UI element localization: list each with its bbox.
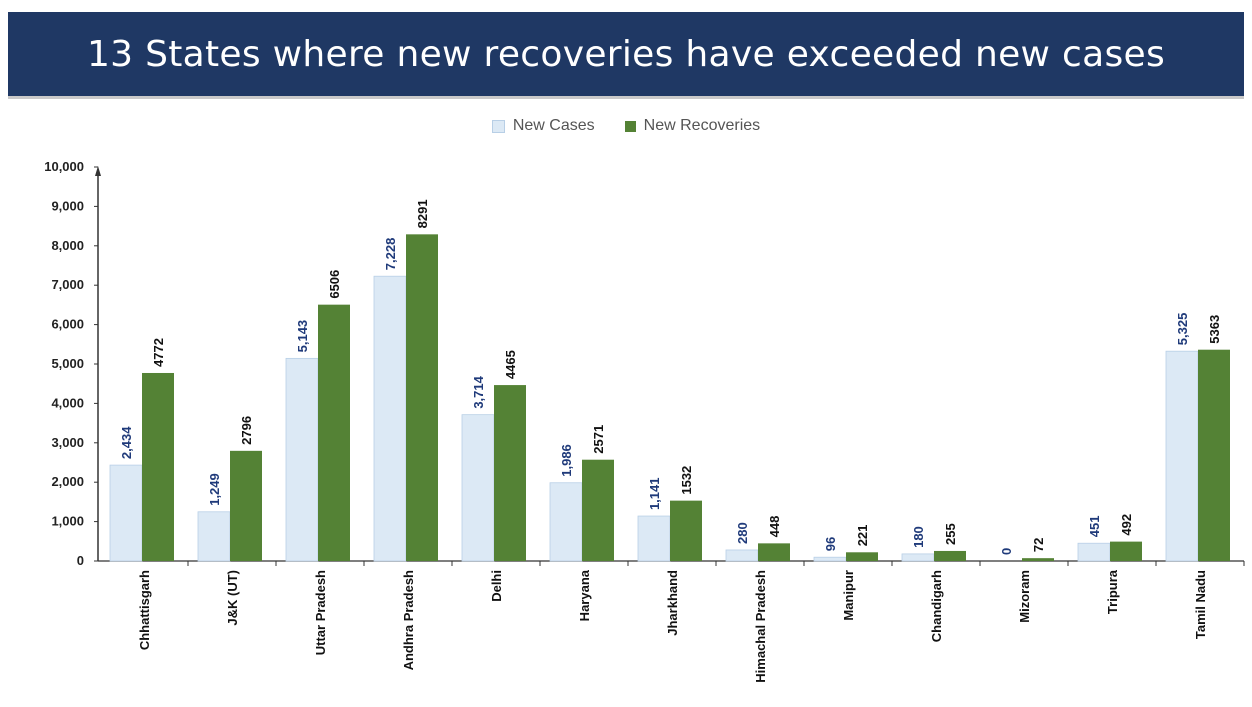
- data-label-new-cases: 1,986: [559, 444, 574, 477]
- legend-swatch-new-cases: [491, 119, 505, 133]
- category-label: Uttar Pradesh: [313, 570, 328, 655]
- bar-new-cases: [901, 553, 935, 562]
- category-label: Himachal Pradesh: [753, 570, 768, 683]
- data-label-new-cases: 1,249: [207, 473, 222, 506]
- bar-new-cases: [813, 556, 847, 562]
- y-axis-arrow: [95, 166, 101, 176]
- page-title: 13 States where new recoveries have exce…: [86, 33, 1166, 75]
- bar-new-cases: [285, 357, 319, 562]
- category-label: Haryana: [577, 569, 592, 621]
- data-label-new-recoveries: 2571: [591, 425, 606, 454]
- y-tick-label: 3,000: [51, 435, 84, 450]
- bar-new-recoveries: [934, 550, 966, 561]
- bar-new-recoveries: [406, 234, 438, 561]
- data-label-new-cases: 280: [735, 522, 750, 544]
- y-tick-label: 1,000: [51, 514, 84, 529]
- bar-new-recoveries: [142, 372, 174, 561]
- bar-new-cases: [549, 482, 583, 562]
- legend-swatch-new-recoveries: [624, 120, 636, 132]
- bar-new-recoveries: [582, 459, 614, 561]
- category-label: Chhattisgarh: [137, 570, 152, 650]
- bar-new-recoveries: [758, 543, 790, 561]
- category-label: J&K (UT): [225, 570, 240, 626]
- data-label-new-cases: 451: [1087, 516, 1102, 538]
- bar-new-cases: [373, 275, 407, 562]
- y-tick-label: 8,000: [51, 238, 84, 253]
- category-label: Jharkhand: [665, 570, 680, 636]
- legend-item-new-recoveries: New Recoveries: [624, 117, 761, 135]
- data-label-new-recoveries: 4465: [503, 350, 518, 379]
- legend-item-new-cases: New Cases: [491, 117, 595, 135]
- data-label-new-recoveries: 8291: [415, 199, 430, 228]
- data-label-new-cases: 3,714: [471, 375, 486, 408]
- data-label-new-cases: 96: [823, 537, 838, 551]
- category-label: Chandigarh: [929, 570, 944, 642]
- y-tick-label: 2,000: [51, 474, 84, 489]
- bar-new-cases: [461, 414, 495, 562]
- bar-new-recoveries: [318, 304, 350, 561]
- category-label: Delhi: [489, 570, 504, 602]
- category-label: Tripura: [1105, 569, 1120, 614]
- data-label-new-cases: 5,143: [295, 320, 310, 353]
- data-label-new-recoveries: 72: [1031, 538, 1046, 552]
- data-label-new-cases: 2,434: [119, 426, 134, 459]
- data-label-new-cases: 1,141: [647, 477, 662, 510]
- data-label-new-recoveries: 221: [855, 525, 870, 547]
- data-label-new-cases: 5,325: [1175, 313, 1190, 346]
- bar-new-cases: [1077, 542, 1111, 562]
- title-divider: [8, 96, 1244, 99]
- bar-new-cases: [197, 511, 231, 562]
- title-banner: 13 States where new recoveries have exce…: [8, 12, 1244, 96]
- data-label-new-recoveries: 492: [1119, 514, 1134, 536]
- data-label-new-recoveries: 4772: [151, 338, 166, 367]
- bar-new-recoveries: [670, 500, 702, 561]
- y-tick-label: 5,000: [51, 356, 84, 371]
- bar-new-cases: [725, 549, 759, 562]
- bar-new-recoveries: [230, 450, 262, 561]
- y-tick-label: 6,000: [51, 317, 84, 332]
- bar-new-cases: [1165, 350, 1199, 562]
- category-label: Tamil Nadu: [1193, 570, 1208, 639]
- data-label-new-cases: 7,228: [383, 238, 398, 271]
- bar-new-recoveries: [494, 385, 526, 561]
- category-label: Mizoram: [1017, 570, 1032, 623]
- bar-new-cases: [637, 515, 671, 562]
- y-tick-label: 0: [77, 553, 84, 568]
- category-label: Manipur: [841, 570, 856, 621]
- data-label-new-recoveries: 448: [767, 516, 782, 538]
- data-label-new-recoveries: 5363: [1207, 315, 1222, 344]
- data-label-new-recoveries: 255: [943, 523, 958, 545]
- legend-label-new-cases: New Cases: [512, 117, 595, 134]
- data-label-new-recoveries: 2796: [239, 416, 254, 445]
- bar-new-recoveries: [1022, 558, 1054, 561]
- y-tick-label: 10,000: [44, 159, 84, 174]
- y-tick-label: 7,000: [51, 277, 84, 292]
- data-label-new-recoveries: 6506: [327, 270, 342, 299]
- bar-new-recoveries: [1198, 349, 1230, 561]
- legend-label-new-recoveries: New Recoveries: [643, 117, 761, 134]
- y-tick-label: 4,000: [51, 395, 84, 410]
- bar-new-recoveries: [1110, 541, 1142, 561]
- data-label-new-recoveries: 1532: [679, 466, 694, 495]
- bar-new-cases: [109, 464, 143, 562]
- chart-legend: New Cases New Recoveries: [0, 117, 1252, 135]
- category-label: Andhra Pradesh: [401, 570, 416, 670]
- data-label-new-cases: 180: [911, 526, 926, 548]
- data-label-new-cases: 0: [999, 548, 1014, 555]
- y-tick-label: 9,000: [51, 198, 84, 213]
- bar-new-recoveries: [846, 552, 878, 561]
